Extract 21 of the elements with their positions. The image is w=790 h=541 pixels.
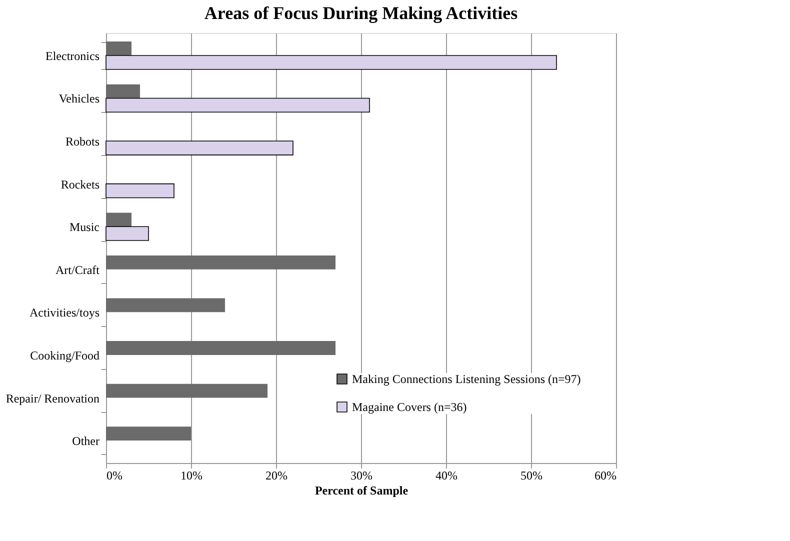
x-tick-label: 20% [266,468,288,482]
x-tick-label: 50% [520,468,542,482]
x-tick-label: 60% [594,468,616,482]
y-tick-label: Music [70,220,100,234]
y-tick-label: Rockets [60,177,100,192]
y-tick-label: Electronics [46,48,100,63]
y-tick-label: Art/Craft [56,262,100,277]
x-tick-label: 30% [350,468,372,482]
x-tick-label: 10% [180,468,202,482]
y-tick-label: Repair/ Renovation [6,391,100,406]
x-axis-title: Percent of Sample [314,484,409,498]
y-tick-label: Robots [65,134,100,149]
x-tick-label: 40% [436,468,458,482]
y-tick-label: Other [72,434,100,448]
y-tick-label: Activities/toys [30,306,100,320]
chart-title: Areas of Focus During Making Activities [204,3,518,23]
legend-label: Making Connections Listening Sessions (n=97) [352,372,581,386]
legend-label: Magaine Covers (n=36) [352,400,467,414]
y-tick-label: Vehicles [58,92,100,106]
y-tick-label: Cooking/Food [30,348,100,362]
x-tick-label: 0% [106,468,122,482]
